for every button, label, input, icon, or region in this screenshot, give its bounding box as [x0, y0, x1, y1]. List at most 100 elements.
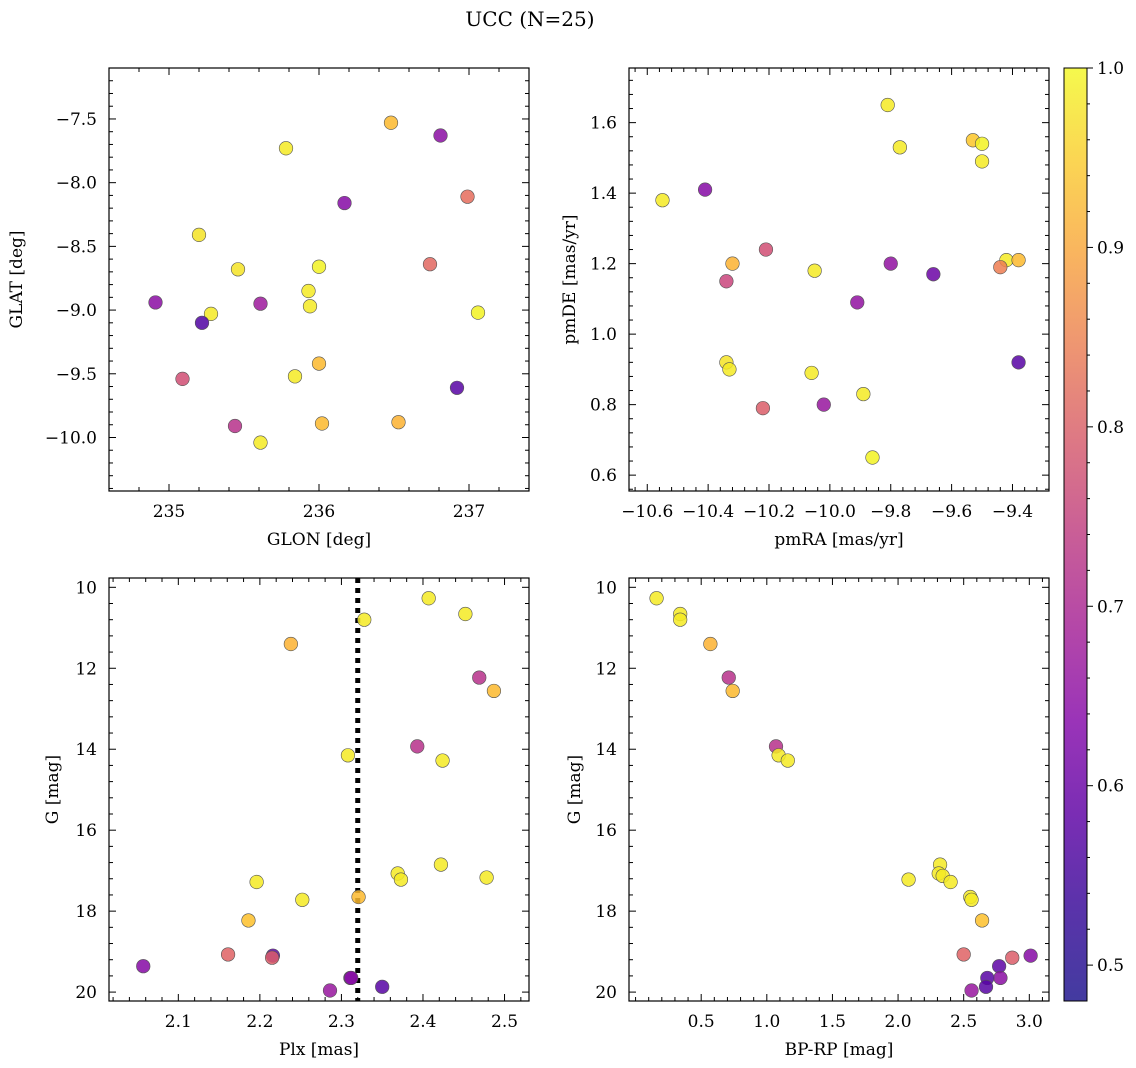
- scatter-point: [1023, 948, 1038, 963]
- scatter-point: [926, 267, 941, 282]
- scatter-point: [393, 872, 409, 887]
- x-tick-label: 1.0: [753, 1012, 780, 1032]
- y-tick-label: −10.0: [45, 428, 97, 448]
- scatter-point: [421, 591, 436, 606]
- colorbar-tick-label: 0.7: [1097, 597, 1124, 617]
- y-tick-label: −9.0: [56, 301, 97, 321]
- x-ticks: [108, 68, 530, 491]
- scatter-point: [649, 591, 664, 606]
- scatter-point: [470, 305, 486, 320]
- scatter-point: [449, 380, 465, 395]
- plot-frame: [628, 577, 1050, 1002]
- y-tick-label: 20: [595, 983, 617, 1003]
- scatter-point: [220, 947, 236, 962]
- y-tick-label: 16: [75, 821, 97, 841]
- scatter-point: [278, 141, 294, 156]
- scatter-point: [340, 748, 356, 763]
- x-axis-label: BP-RP [mag]: [785, 1040, 894, 1060]
- scatter-point: [993, 970, 1008, 986]
- y-axis-label: pmDE [mas/yr]: [560, 214, 580, 344]
- scatter-point: [322, 983, 338, 998]
- y-tick-label: 12: [595, 659, 617, 679]
- scatter-point: [287, 369, 303, 384]
- scatter-point: [337, 195, 352, 211]
- scatter-point: [780, 753, 795, 768]
- scatter-point: [191, 227, 207, 243]
- scatter-point: [901, 872, 916, 887]
- scatter-point: [856, 386, 871, 402]
- scatter-point: [253, 435, 268, 450]
- x-axis-label: GLON [deg]: [267, 530, 371, 550]
- scatter-point: [249, 874, 264, 890]
- y-axis-label: G [mag]: [43, 755, 63, 824]
- scatter-point: [892, 140, 907, 155]
- x-tick-label: 2.1: [165, 1012, 192, 1032]
- x-tick-label: 1.5: [819, 1012, 846, 1032]
- colorbar-tick-label: 1.0: [1097, 59, 1124, 79]
- scatter-point: [1005, 950, 1020, 965]
- x-tick-label: 2.2: [246, 1012, 273, 1032]
- y-tick-label: 16: [595, 821, 617, 841]
- scatter-point: [673, 612, 688, 627]
- x-tick-label: 2.5: [950, 1012, 977, 1032]
- scatter-point: [758, 242, 774, 257]
- colorbar: 0.5 0.6 0.7 0.8 0.9 1.0: [1063, 59, 1124, 1002]
- scatter-point: [302, 299, 318, 314]
- x-tick-label: 237: [453, 502, 485, 522]
- scatter-point: [383, 115, 399, 130]
- scatter-point: [194, 315, 210, 330]
- scatter-point: [230, 262, 246, 277]
- y-ticks: [109, 586, 529, 993]
- scatter-point: [755, 401, 771, 416]
- x-tick-label: 2.5: [491, 1012, 518, 1032]
- scatter-point: [883, 256, 898, 271]
- x-tick-label: 236: [303, 502, 335, 522]
- points: [655, 97, 1026, 465]
- y-tick-label: 10: [75, 578, 97, 598]
- scatter-point: [283, 636, 298, 652]
- colorbar-tick-label: 0.9: [1097, 238, 1124, 258]
- scatter-point: [725, 256, 740, 271]
- scatter-point: [697, 182, 713, 197]
- panel-plx-g: 2.1 2.2 2.3 2.4 2.5 10 12 14 16 18 20 Plx [mas] G [m…: [43, 577, 530, 1060]
- colorbar-gradient: [1063, 67, 1088, 1002]
- y-tick-label: 1.0: [590, 325, 617, 345]
- scatter-point: [721, 670, 736, 685]
- y-tick-label: 18: [595, 902, 617, 922]
- x-axis-label: pmRA [mas/yr]: [774, 530, 903, 550]
- x-tick-label: −10.2: [743, 502, 795, 522]
- y-tick-label: 1.2: [590, 255, 617, 275]
- y-tick-label: 1.4: [590, 184, 617, 204]
- y-tick-label: −8.5: [56, 237, 97, 257]
- scatter-point: [486, 683, 502, 699]
- x-tick-label: −10.6: [621, 502, 673, 522]
- y-tick-label: 14: [595, 740, 617, 760]
- scatter-point: [993, 260, 1008, 275]
- scatter-point: [722, 362, 737, 377]
- y-tick-label: −8.0: [56, 174, 97, 194]
- y-tick-label: 1.6: [590, 114, 617, 134]
- y-ticks: [109, 67, 529, 489]
- x-tick-label: 3.0: [1016, 1012, 1043, 1032]
- scatter-point: [479, 870, 494, 885]
- scatter-point: [410, 739, 425, 754]
- x-tick-label: 235: [153, 502, 185, 522]
- scatter-point: [964, 983, 979, 998]
- scatter-point: [422, 257, 438, 272]
- x-tick-label: 2.0: [885, 1012, 912, 1032]
- points: [148, 115, 486, 450]
- scatter-point: [433, 128, 448, 143]
- scatter-point: [719, 274, 734, 289]
- scatter-point: [311, 356, 327, 371]
- scatter-point: [978, 979, 994, 994]
- y-tick-label: 18: [75, 902, 97, 922]
- y-tick-label: 20: [75, 983, 97, 1003]
- scatter-point: [974, 136, 990, 151]
- scatter-point: [850, 295, 865, 310]
- scatter-point: [241, 913, 256, 928]
- x-ticks: [635, 578, 1043, 1001]
- y-tick-label: 0.6: [590, 466, 617, 486]
- scatter-point: [1011, 355, 1026, 370]
- scatter-point: [301, 283, 316, 299]
- y-ticks: [629, 586, 1049, 993]
